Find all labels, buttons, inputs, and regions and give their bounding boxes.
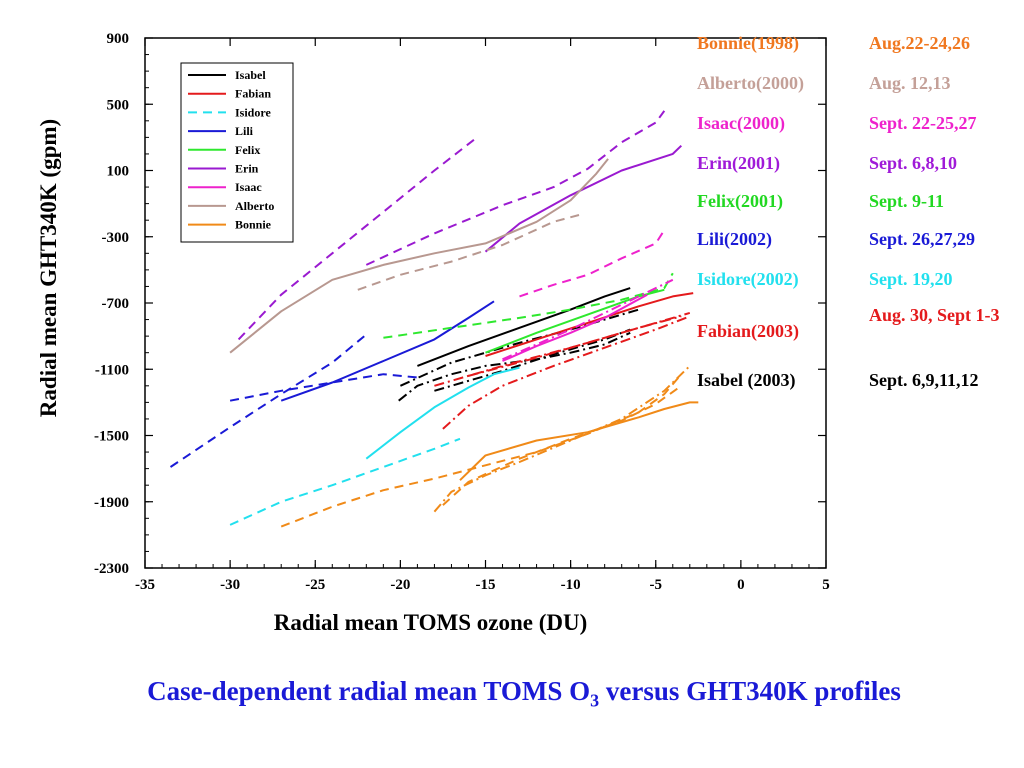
legend-label: Alberto — [235, 199, 274, 213]
case-dates: Aug.22-24,26 — [869, 33, 971, 53]
x-tick-label: -10 — [561, 577, 581, 593]
y-tick-label: -1900 — [94, 495, 129, 511]
case-name: Isidore(2002) — [697, 269, 799, 289]
case-name: Alberto(2000) — [697, 73, 804, 93]
legend-label: Bonnie — [235, 218, 272, 232]
series-line-bonnie — [433, 365, 691, 513]
slide-title-sub: 3 — [590, 690, 600, 711]
case-name: Erin(2001) — [697, 153, 780, 173]
x-tick-label: -35 — [135, 577, 155, 593]
series-line-fabian — [442, 315, 691, 430]
x-tick-label: 0 — [737, 577, 745, 593]
x-tick-label: 5 — [822, 577, 830, 593]
series-line-isaac — [519, 229, 666, 298]
series-line-alberto — [357, 212, 585, 291]
case-dates: Sept. 9-11 — [869, 191, 945, 211]
slide-title: Case-dependent radial mean TOMS O3 versu… — [0, 676, 1024, 711]
series-line-erin — [365, 110, 666, 266]
slide-title-post: versus GHT340K profiles — [599, 676, 901, 706]
y-tick-label: -1100 — [95, 362, 129, 378]
legend-label: Fabian — [235, 87, 271, 101]
legend-label: Erin — [235, 162, 259, 176]
case-dates: Sept. 19,20 — [869, 269, 953, 289]
x-tick-label: -15 — [476, 577, 496, 593]
case-dates: Aug. 30, Sept 1-3 — [869, 305, 1000, 325]
case-name: Fabian(2003) — [697, 321, 800, 341]
case-dates: Sept. 6,8,10 — [869, 153, 958, 173]
series-line-bonnie — [442, 384, 682, 506]
y-tick-label: -700 — [102, 296, 130, 312]
legend-label: Isabel — [235, 68, 266, 82]
series-line-isidore — [229, 437, 461, 526]
case-dates: Aug. 12,13 — [869, 73, 951, 93]
case-name: Bonnie(1998) — [697, 33, 800, 53]
case-name: Felix(2001) — [697, 191, 783, 211]
series-line-isabel — [417, 287, 631, 367]
series-line-bonnie — [459, 401, 699, 481]
x-tick-label: -5 — [650, 577, 663, 593]
series-line-lili — [169, 333, 367, 468]
case-dates: Sept. 22-25,27 — [869, 113, 977, 133]
legend: Isabel Fabian Isidore Lili Felix Erin Isaac Alb… — [180, 62, 294, 243]
x-axis-label: Radial mean TOMS ozone (DU) — [274, 610, 588, 635]
y-tick-label: 500 — [107, 97, 130, 113]
series-line-isidore — [365, 366, 520, 460]
series-layer — [169, 110, 699, 528]
series-line-lili — [229, 373, 418, 402]
series-line-alberto — [229, 158, 609, 354]
case-dates: Sept. 26,27,29 — [869, 229, 976, 249]
y-tick-label: -300 — [102, 230, 130, 246]
series-line-bonnie — [280, 373, 683, 528]
legend-label: Isidore — [235, 105, 271, 119]
series-line-felix — [485, 288, 665, 354]
series-line-fabian — [468, 315, 682, 377]
y-axis-label: Radial mean GHT340K (gpm) — [36, 119, 61, 417]
legend-label: Felix — [235, 143, 260, 157]
y-tick-label: -2300 — [94, 561, 129, 577]
series-line-fabian — [434, 311, 691, 387]
series-line-isaac — [502, 278, 674, 361]
case-dates: Sept. 6,9,11,12 — [869, 370, 979, 390]
series-line-isabel — [399, 308, 639, 387]
series-line-felix — [383, 272, 674, 339]
slide-title-pre: Case-dependent radial mean TOMS O — [147, 676, 591, 706]
y-tick-label: 900 — [107, 31, 130, 47]
case-name: Isaac(2000) — [697, 113, 785, 133]
legend-label: Isaac — [235, 180, 262, 194]
series-line-isaac — [502, 293, 648, 362]
legend-label: Lili — [235, 124, 254, 138]
x-tick-label: -25 — [305, 577, 325, 593]
case-name: Lili(2002) — [697, 229, 772, 249]
case-name: Isabel (2003) — [697, 370, 796, 390]
ticks-layer: -35 -30 -25 -20 -15 -10 -5 0 5 900 500 100 -300 -700 -… — [94, 31, 830, 593]
series-line-fabian — [485, 292, 694, 357]
series-line-erin — [484, 144, 682, 253]
series-line-lili — [280, 300, 495, 402]
x-tick-label: -30 — [220, 577, 240, 593]
y-tick-label: -1500 — [94, 429, 129, 445]
series-line-erin — [237, 136, 478, 341]
y-tick-label: 100 — [107, 164, 130, 180]
x-tick-label: -20 — [390, 577, 410, 593]
